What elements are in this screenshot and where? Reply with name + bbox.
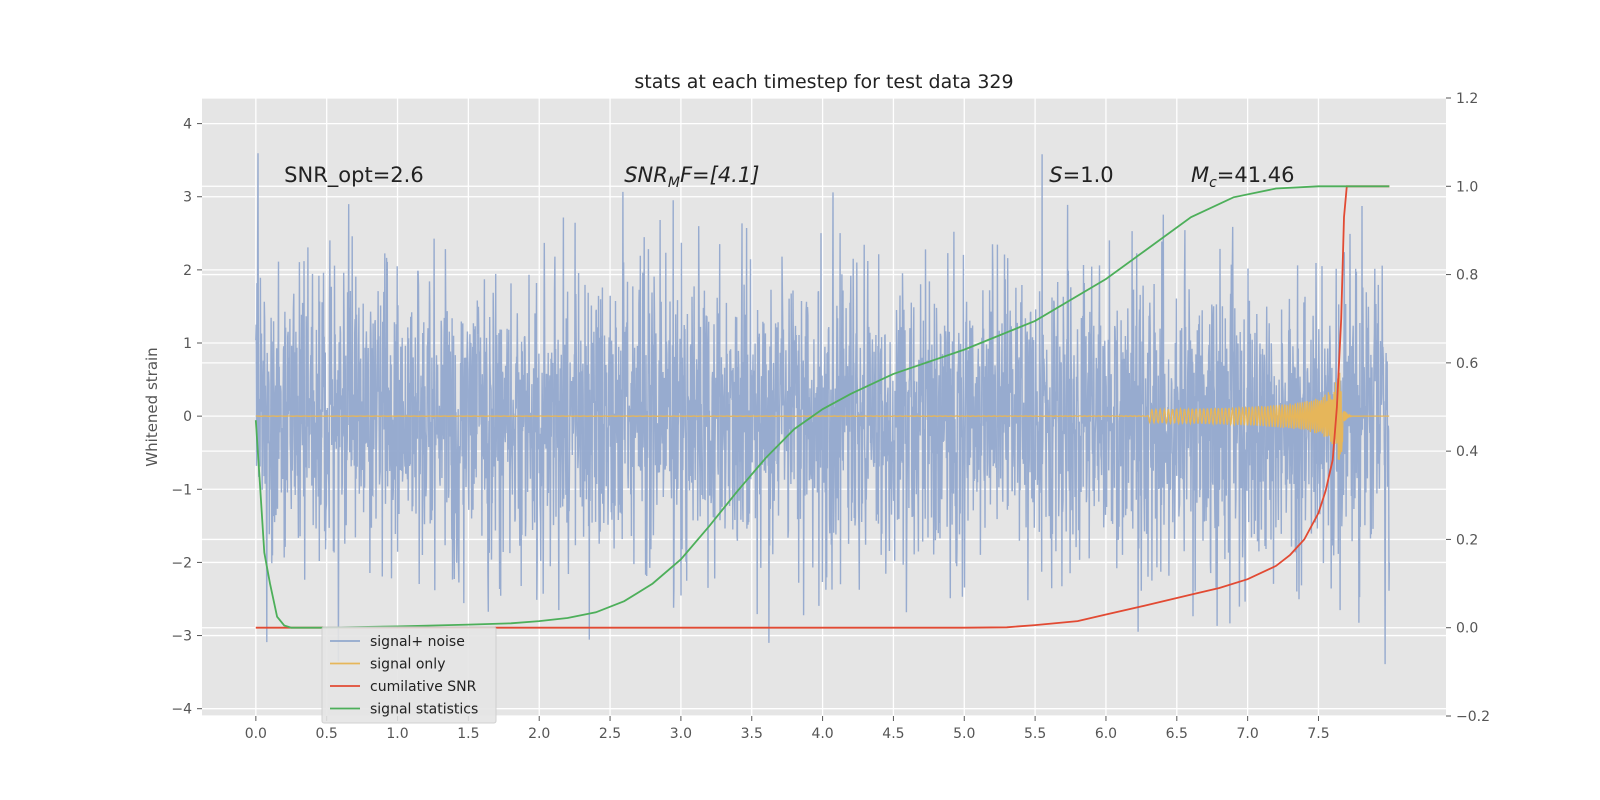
legend-entry: signal only <box>370 657 445 673</box>
y-tick-label: 0 <box>183 409 192 425</box>
y-tick-label: −4 <box>171 702 192 718</box>
y-tick-label: −3 <box>171 629 192 645</box>
x-tick-label: 5.5 <box>1024 726 1046 742</box>
y-tick-label: −2 <box>171 555 192 571</box>
x-tick-label: 6.0 <box>1095 726 1117 742</box>
annotation-symbol: M <box>1191 163 1209 187</box>
legend-entry: cumilative SNR <box>370 679 477 695</box>
annotation-symbol: S <box>1049 163 1062 187</box>
x-tick-label: 6.5 <box>1166 726 1188 742</box>
annotation-text: SNR_opt=2.6 <box>284 163 424 188</box>
x-tick-label: 0.0 <box>245 726 267 742</box>
legend-entry: signal statistics <box>370 702 478 718</box>
x-tick-label: 3.5 <box>741 726 763 742</box>
x-tick-label: 0.5 <box>316 726 338 742</box>
annotation-symbol: SNR <box>624 163 668 187</box>
y-tick-label: 1 <box>183 336 192 352</box>
y-tick-label: 3 <box>183 190 192 206</box>
legend: signal+ noise signal only cumilative SNR si… <box>321 626 497 724</box>
y2-tick-label: 1.2 <box>1456 91 1478 107</box>
y2-tick-label: −0.2 <box>1456 709 1490 725</box>
x-tick-label: 7.5 <box>1307 726 1329 742</box>
y2-tick-label: 1.0 <box>1456 179 1478 195</box>
x-tick-label: 5.0 <box>953 726 975 742</box>
y2-tick-label: 0.6 <box>1456 356 1478 372</box>
annotations: SNR_opt=2.6 SNRMF=[4.1] S=1.0 Mc=41.46 <box>284 163 1294 191</box>
y-tick-label: 4 <box>183 117 192 133</box>
x-tick-label: 4.0 <box>811 726 833 742</box>
y-tick-label: −1 <box>171 482 192 498</box>
x-tick-label: 2.0 <box>528 726 550 742</box>
annotation-text: Mc=41.46 <box>1191 163 1295 191</box>
legend-entry: signal+ noise <box>370 634 465 650</box>
series-cumulative-snr <box>255 185 1390 629</box>
annotation-text: SNRMF=[4.1] <box>624 163 759 191</box>
annotation-value: F=[4.1] <box>680 163 759 187</box>
axes: 0.0 0.5 1.0 1.5 2.0 2.5 3.0 3.5 4.0 4.5 5.0 5.5 6.0 6… <box>171 91 1490 742</box>
y2-tick-label: 0.8 <box>1456 268 1478 284</box>
annotation-text: S=1.0 <box>1049 163 1113 187</box>
annotation-subscript: M <box>668 175 680 191</box>
x-tick-label: 1.0 <box>386 726 408 742</box>
plot-area <box>254 153 1390 665</box>
annotation-value: =1.0 <box>1063 163 1114 187</box>
legend-box <box>321 626 497 724</box>
y2-tick-label: 0.0 <box>1456 621 1478 637</box>
annotation-subscript: c <box>1209 175 1217 191</box>
x-tick-label: 7.0 <box>1237 726 1259 742</box>
chart-title: stats at each timestep for test data 329 <box>634 71 1013 93</box>
y-tick-label: 2 <box>183 263 192 279</box>
y2-tick-label: 0.2 <box>1456 532 1478 548</box>
x-tick-label: 1.5 <box>457 726 479 742</box>
y2-tick-label: 0.4 <box>1456 444 1478 460</box>
series-layer <box>254 153 1390 665</box>
x-tick-label: 3.0 <box>670 726 692 742</box>
annotation-value: =41.46 <box>1217 163 1295 187</box>
series-signal-noise <box>255 153 1390 665</box>
y-axis-label: Whitened strain <box>143 347 161 466</box>
series-signal-statistics <box>254 185 1390 629</box>
x-tick-label: 2.5 <box>599 726 621 742</box>
x-tick-label: 4.5 <box>882 726 904 742</box>
series-signal-only <box>255 372 1390 461</box>
